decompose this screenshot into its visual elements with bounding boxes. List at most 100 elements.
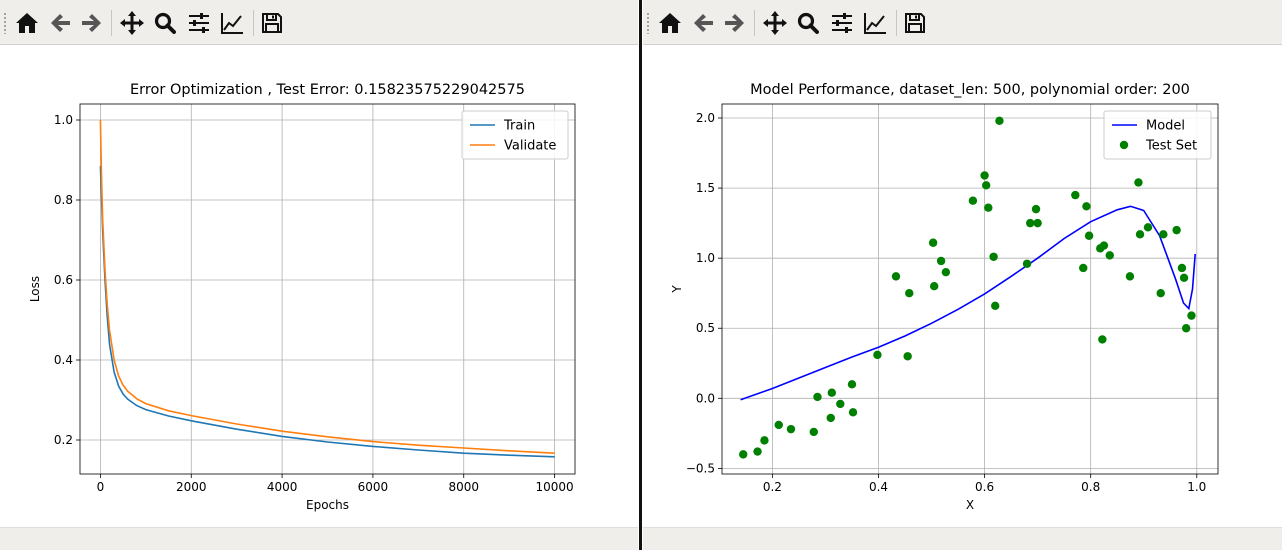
floppy-disk-icon xyxy=(262,13,282,33)
subplots-button[interactable] xyxy=(827,8,857,38)
save-button[interactable] xyxy=(900,8,930,38)
magnifier-icon xyxy=(797,12,819,34)
data-point xyxy=(984,203,993,212)
data-point xyxy=(1033,218,1042,228)
edit-axes-button[interactable] xyxy=(860,8,890,38)
data-point xyxy=(1156,289,1165,298)
toolbar xyxy=(643,0,1282,45)
toolbar-separator xyxy=(111,10,112,36)
data-point xyxy=(1181,324,1191,333)
y-tick-label: 1.0 xyxy=(696,251,715,265)
save-button[interactable] xyxy=(257,8,287,38)
back-button[interactable] xyxy=(45,8,75,38)
subplots-button[interactable] xyxy=(184,8,214,38)
x-tick-label: 10000 xyxy=(535,480,573,494)
pan-button[interactable] xyxy=(760,8,790,38)
data-point xyxy=(1179,273,1189,282)
data-point xyxy=(813,392,822,402)
x-tick-label: 4000 xyxy=(267,480,298,494)
data-point xyxy=(1079,263,1088,273)
data-point xyxy=(1135,230,1145,239)
loss-chart[interactable]: 0 2000 4000 6000 8000 10000 0.2 0.4 0.6 0.8 1.0 Err… xyxy=(0,46,638,526)
data-point xyxy=(1105,251,1114,260)
data-point xyxy=(1098,335,1107,344)
legend-box xyxy=(461,110,569,160)
data-point xyxy=(1082,202,1091,211)
figure-window-left: 0 2000 4000 6000 8000 10000 0.2 0.4 0.6 0.8 1.0 Err… xyxy=(0,0,638,550)
data-point xyxy=(809,427,818,437)
data-point xyxy=(903,352,912,361)
forward-button[interactable] xyxy=(77,8,107,38)
home-icon xyxy=(659,13,681,33)
data-point xyxy=(1125,272,1135,281)
y-axis-label: Loss xyxy=(28,276,42,302)
forward-button[interactable] xyxy=(720,8,750,38)
x-tick-label: 8000 xyxy=(448,480,479,494)
plot-frame xyxy=(79,103,576,475)
data-point xyxy=(1134,178,1143,187)
toolbar-separator xyxy=(253,10,254,36)
y-tick-label: 0.4 xyxy=(54,353,73,367)
plot-frame xyxy=(721,103,1219,475)
y-tick-label: −0.5 xyxy=(686,461,715,475)
toolbar-grip[interactable] xyxy=(3,12,7,34)
data-point xyxy=(1026,218,1035,228)
home-button[interactable] xyxy=(12,8,42,38)
x-tick-label: 0.6 xyxy=(975,480,994,494)
arrow-right-icon xyxy=(82,14,101,32)
data-point xyxy=(941,267,951,277)
data-point xyxy=(905,289,914,298)
data-point xyxy=(1099,241,1109,250)
model-performance-chart[interactable]: 0.2 0.4 0.6 0.8 1.0 −0.5 0.0 0.5 1.0 1.5 2.0 Model … xyxy=(643,46,1282,526)
home-button[interactable] xyxy=(655,8,685,38)
arrow-left-icon xyxy=(51,14,70,32)
line-chart-icon xyxy=(221,13,243,34)
status-bar xyxy=(0,527,638,550)
legend-marker xyxy=(1119,140,1129,150)
toolbar-separator xyxy=(896,10,897,36)
toolbar xyxy=(0,0,638,45)
data-point xyxy=(929,281,939,291)
floppy-disk-icon xyxy=(905,13,925,33)
y-tick-label: 2.0 xyxy=(696,111,715,125)
home-icon xyxy=(16,13,38,33)
y-tick-label: 1.0 xyxy=(54,113,73,127)
legend-label: Train xyxy=(503,119,535,134)
edit-axes-button[interactable] xyxy=(217,8,247,38)
series-line xyxy=(99,119,555,454)
back-button[interactable] xyxy=(688,8,718,38)
zoom-button[interactable] xyxy=(793,8,823,38)
chart-title: Error Optimization , Test Error: 0.15823… xyxy=(130,82,525,98)
x-tick-label: 6000 xyxy=(358,480,389,494)
data-point xyxy=(928,238,938,247)
chart-title: Model Performance, dataset_len: 500, pol… xyxy=(750,82,1190,98)
y-tick-label: 0.8 xyxy=(54,193,73,207)
data-point xyxy=(990,301,1000,311)
toolbar-separator xyxy=(754,10,755,36)
data-point xyxy=(1172,225,1181,235)
x-tick-label: 2000 xyxy=(176,480,207,494)
data-point xyxy=(891,272,901,281)
pan-button[interactable] xyxy=(117,8,147,38)
data-point xyxy=(836,399,845,409)
legend-box xyxy=(1103,110,1212,160)
data-point xyxy=(1159,230,1168,239)
y-tick-label: 0.2 xyxy=(54,433,73,447)
data-point xyxy=(774,420,783,430)
x-tick-label: 0.4 xyxy=(869,480,888,494)
zoom-button[interactable] xyxy=(150,8,180,38)
x-tick-label: 0 xyxy=(97,480,105,494)
line-chart-icon xyxy=(864,13,886,34)
data-point xyxy=(1071,190,1080,200)
data-point xyxy=(760,436,769,445)
data-point xyxy=(847,380,857,389)
toolbar-grip[interactable] xyxy=(646,12,650,34)
data-point xyxy=(980,171,989,180)
data-point xyxy=(827,388,837,397)
y-axis-label: Y xyxy=(670,285,684,294)
data-point xyxy=(1143,223,1153,232)
data-point xyxy=(739,450,748,459)
data-point xyxy=(1187,311,1196,320)
y-tick-label: 0.6 xyxy=(54,273,73,287)
x-tick-label: 1.0 xyxy=(1187,480,1206,494)
